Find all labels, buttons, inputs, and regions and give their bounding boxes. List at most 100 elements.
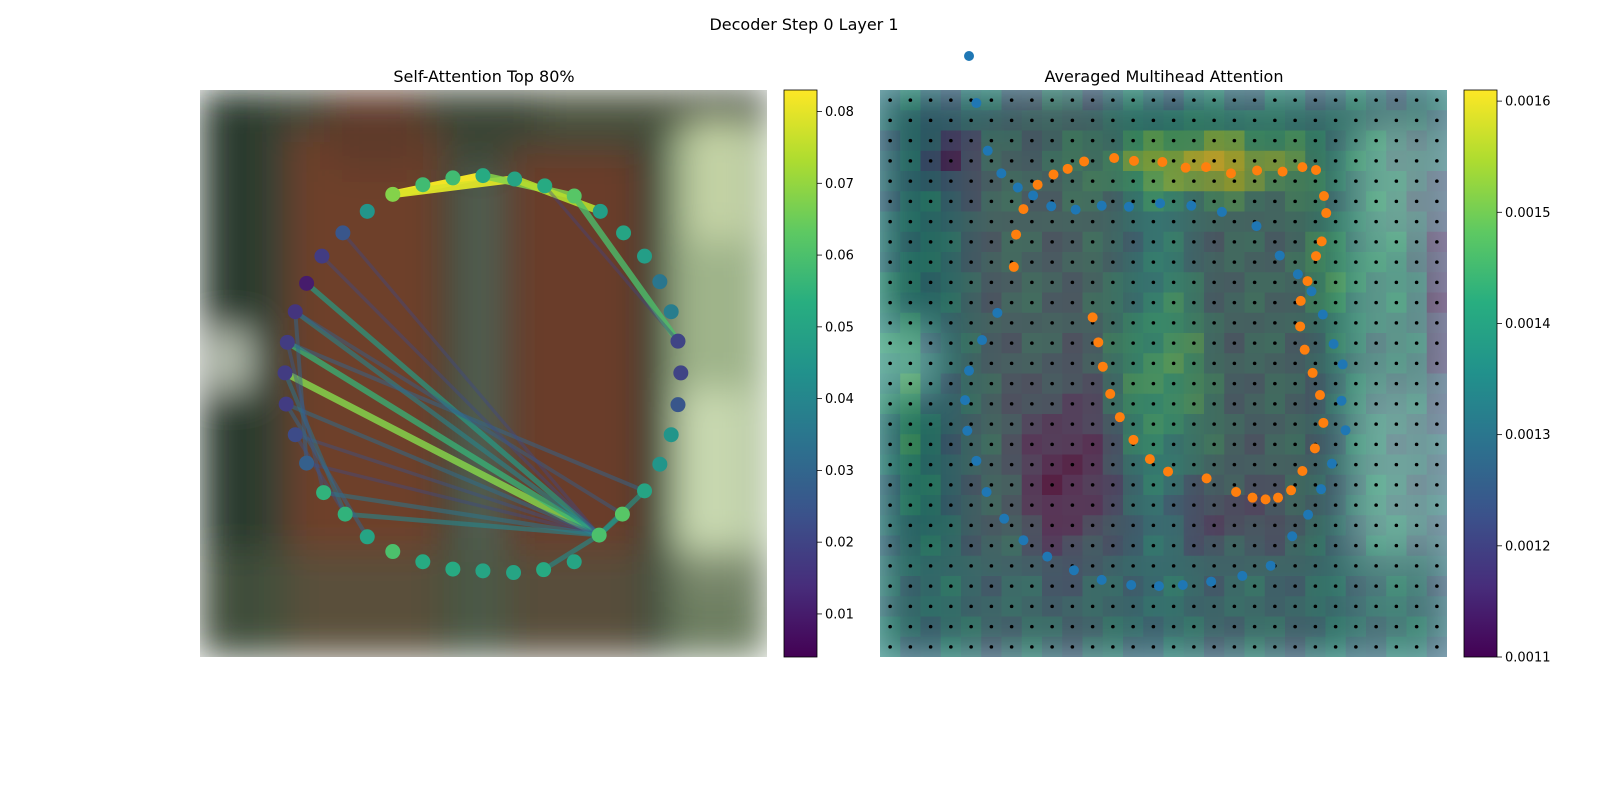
grid-dot [1252,624,1257,629]
attention-node-23 [475,563,491,579]
grid-dot [1212,442,1216,447]
grid-dot [949,422,953,426]
grid-dot [969,118,973,123]
grid-dot [1030,300,1034,305]
grid-dot [928,138,933,143]
grid-dot [1192,503,1196,507]
grid-dot [1009,138,1014,143]
grid-dot [1252,179,1257,183]
grid-dot [1313,138,1318,143]
grid-dot [1192,604,1196,609]
grid-dot [908,118,913,123]
grid-dot [1273,645,1277,649]
grid-dot [1414,159,1419,163]
grid-dot [928,462,933,467]
attention-node-29 [316,485,332,501]
colorbar-tick-label: 0.0016 [1505,95,1551,110]
orange-point [1247,492,1258,503]
orange-point [1008,261,1019,272]
blue-point [977,335,988,346]
grid-dot [1030,159,1034,163]
orange-point [1105,388,1116,399]
grid-dot [1394,503,1399,507]
grid-dot [1171,442,1176,447]
orange-point [1163,466,1174,477]
orange-point [1318,191,1329,202]
grid-dot [1111,321,1115,325]
grid-dot [1151,503,1156,507]
blue-point [964,50,975,61]
grid-dot [1030,321,1034,325]
grid-dot [1151,280,1156,285]
grid-dot [1374,280,1378,285]
grid-dot [1394,219,1399,224]
grid-dot [1111,240,1115,244]
grid-dot [1030,402,1034,406]
grid-dot [1273,199,1277,204]
grid-dot [949,240,953,244]
grid-dot [1171,98,1176,102]
grid-dot [1313,564,1318,568]
grid-dot [1030,503,1034,507]
grid-dot [949,462,953,467]
grid-dot [1293,381,1297,386]
attention-node-2 [445,170,461,186]
grid-dot [969,402,973,406]
grid-dot [1333,240,1338,244]
grid-dot [1151,341,1156,345]
grid-dot [1374,341,1378,345]
grid-dot [1354,442,1358,447]
grid-dot [1273,422,1277,426]
orange-point [1225,168,1236,179]
grid-dot [949,523,953,528]
orange-point [1260,494,1271,505]
grid-dot [1273,260,1277,264]
grid-dot [1131,503,1135,507]
grid-dot [969,422,973,426]
grid-dot [1212,422,1216,426]
grid-dot [969,341,973,345]
grid-dot [1171,564,1176,568]
orange-point [1144,454,1155,465]
grid-dot [989,503,994,507]
grid-dot [1232,118,1237,123]
grid-dot [1090,280,1095,285]
attention-node-39 [359,203,375,219]
orange-point [1299,344,1310,355]
grid-dot [1232,442,1237,447]
grid-dot [1273,462,1277,467]
grid-dot [1111,584,1115,588]
attention-node-28 [337,506,353,522]
grid-dot [928,645,933,649]
grid-dot [1435,260,1439,264]
grid-dot [1030,543,1034,548]
grid-dot [1293,422,1297,426]
grid-dot [1394,604,1399,609]
grid-dot [1252,442,1257,447]
grid-dot [1354,280,1358,285]
grid-dot [1252,584,1257,588]
grid-dot [1354,361,1358,366]
grid-dot [1252,341,1257,345]
grid-dot [888,523,892,528]
grid-dot [1192,240,1196,244]
grid-dot [1151,381,1156,386]
grid-dot [1293,442,1297,447]
blue-point [1340,425,1351,436]
grid-dot [989,462,994,467]
orange-point [1314,390,1325,401]
grid-dot [928,280,933,285]
grid-dot [1374,584,1378,588]
grid-dot [1151,199,1156,204]
attention-node-21 [536,562,552,578]
grid-dot [1050,341,1054,345]
grid-dot [1151,98,1156,102]
grid-dot [1030,138,1034,143]
grid-dot [1050,503,1054,507]
grid-dot [1070,381,1075,386]
orange-point [1180,162,1191,173]
grid-dot [888,361,892,366]
colorbar-tick-label: 0.01 [825,607,854,622]
grid-dot [949,138,953,143]
